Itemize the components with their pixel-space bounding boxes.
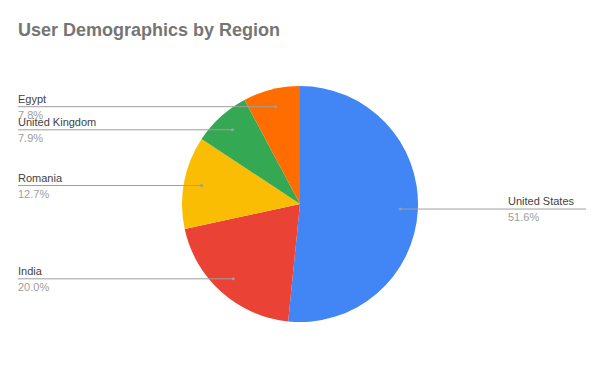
svg-text:India: India bbox=[18, 265, 43, 277]
svg-text:Romania: Romania bbox=[18, 172, 63, 184]
svg-text:Egypt: Egypt bbox=[18, 93, 46, 105]
svg-text:7.9%: 7.9% bbox=[18, 132, 43, 144]
svg-text:7.8%: 7.8% bbox=[18, 109, 43, 121]
html-text:User Demographics by Region: User Demographics by Region bbox=[18, 20, 281, 40]
svg-text:United Kingdom: United Kingdom bbox=[18, 115, 97, 128]
svg-text:United States: United States bbox=[508, 195, 575, 207]
svg-text:12.7%: 12.7% bbox=[18, 188, 49, 200]
svg-text:20.0%: 20.0% bbox=[18, 281, 49, 293]
svg-text:51.6%: 51.6% bbox=[508, 211, 539, 223]
